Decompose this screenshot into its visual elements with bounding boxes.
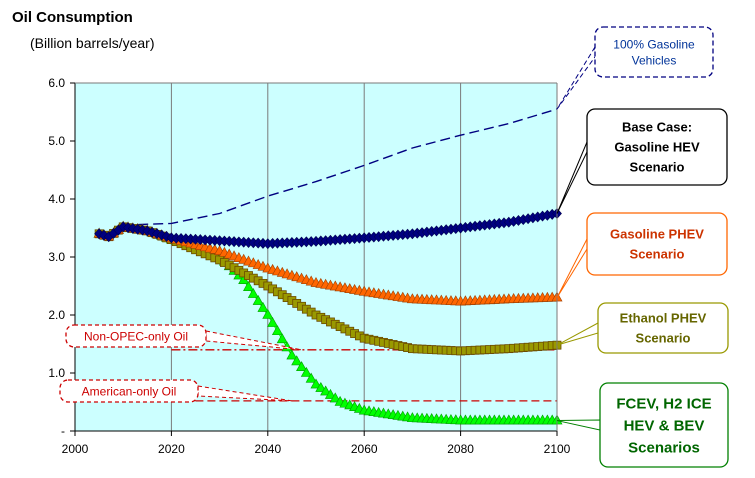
series-gasoline bbox=[123, 108, 558, 226]
point-fcev bbox=[320, 385, 332, 396]
y-tick-label: 3.0 bbox=[48, 250, 65, 264]
point-fcev bbox=[252, 294, 264, 305]
x-tick-label: 2020 bbox=[158, 442, 185, 456]
callout-base: Base Case: Gasoline HEV Scenario bbox=[556, 108, 728, 214]
callout-box bbox=[586, 108, 728, 186]
point-fcev bbox=[286, 349, 298, 360]
callout-label: Gasoline HEV bbox=[614, 140, 700, 155]
callout-label: Gasoline PHEV bbox=[610, 227, 704, 242]
point-fcev bbox=[329, 392, 341, 403]
callout-pointer bbox=[556, 322, 599, 346]
callout-box bbox=[594, 26, 714, 78]
callout-pointer bbox=[197, 385, 292, 402]
callout-pointer bbox=[556, 45, 596, 110]
y-tick-label: 4.0 bbox=[48, 192, 65, 206]
point-fcev bbox=[262, 308, 274, 319]
callout-label: FCEV, H2 ICE bbox=[616, 395, 711, 412]
point-fcev bbox=[305, 372, 317, 383]
callout-box bbox=[59, 379, 199, 403]
plot-area bbox=[75, 83, 557, 431]
series-line-gasoline bbox=[123, 108, 558, 226]
x-tick-label: 2000 bbox=[62, 442, 89, 456]
point-fcev bbox=[315, 381, 327, 392]
series-lines bbox=[93, 108, 563, 425]
y-tick-label: 5.0 bbox=[48, 134, 65, 148]
callout-label: Scenario bbox=[630, 247, 685, 262]
callout-gasoline: 100% Gasoline Vehicles bbox=[556, 26, 714, 110]
callout-box bbox=[599, 382, 729, 468]
point-fcev bbox=[324, 388, 336, 399]
point-fcev bbox=[271, 325, 283, 336]
callout-label: American-only Oil bbox=[82, 384, 177, 398]
callout-ethanol: Ethanol PHEV Scenario bbox=[556, 302, 729, 354]
callout-label: Scenarios bbox=[628, 439, 700, 456]
point-fcev bbox=[300, 366, 312, 377]
series-base bbox=[94, 208, 562, 250]
point-fcev bbox=[257, 301, 269, 312]
y-tick-label: 6.0 bbox=[48, 76, 65, 90]
point-fcev bbox=[276, 333, 288, 344]
y-tick-label: - bbox=[61, 424, 65, 438]
callout-fcev: FCEV, H2 ICE HEV & BEV Scenarios bbox=[556, 382, 729, 468]
x-tick-label: 2060 bbox=[351, 442, 378, 456]
callout-label: Base Case: bbox=[622, 120, 692, 135]
callouts: 100% Gasoline Vehicles Base Case: Gasoline … bbox=[59, 26, 729, 468]
callout-label: Scenario bbox=[630, 160, 685, 175]
callout-pointer bbox=[556, 238, 588, 298]
point-fcev bbox=[243, 281, 255, 291]
reference-lines bbox=[171, 349, 557, 402]
callout-phev: Gasoline PHEV Scenario bbox=[556, 212, 728, 298]
callout-box bbox=[586, 212, 728, 276]
callout-nonopec: Non-OPEC-only Oil bbox=[65, 324, 302, 351]
x-tick-label: 2100 bbox=[544, 442, 571, 456]
point-fcev bbox=[296, 361, 308, 372]
grid-lines bbox=[170, 83, 462, 431]
point-fcev bbox=[291, 355, 303, 366]
chart-subtitle: (Billion barrels/year) bbox=[30, 35, 154, 51]
callout-pointer bbox=[556, 419, 601, 431]
callout-label: HEV & BEV bbox=[624, 417, 705, 434]
callout-label: Vehicles bbox=[632, 53, 677, 67]
axes: - 1.0 2.0 3.0 4.0 5.0 6.0 2000 2020 2040 2060 2080 2… bbox=[48, 76, 570, 456]
point-fcev bbox=[310, 378, 322, 389]
callout-american: American-only Oil bbox=[59, 379, 292, 403]
chart-title: Oil Consumption bbox=[12, 9, 133, 26]
point-fcev bbox=[247, 288, 259, 298]
x-tick-label: 2080 bbox=[447, 442, 474, 456]
x-tick-label: 2040 bbox=[254, 442, 281, 456]
callout-box bbox=[65, 324, 207, 348]
y-tick-label: 1.0 bbox=[48, 366, 65, 380]
callout-pointer bbox=[556, 141, 588, 214]
callout-label: Ethanol PHEV bbox=[620, 311, 707, 326]
callout-label: Scenario bbox=[636, 331, 691, 346]
callout-label: Non-OPEC-only Oil bbox=[84, 329, 188, 343]
point-fcev bbox=[267, 317, 279, 327]
callout-label: 100% Gasoline bbox=[613, 37, 695, 51]
callout-box bbox=[597, 302, 729, 354]
y-tick-label: 2.0 bbox=[48, 308, 65, 322]
